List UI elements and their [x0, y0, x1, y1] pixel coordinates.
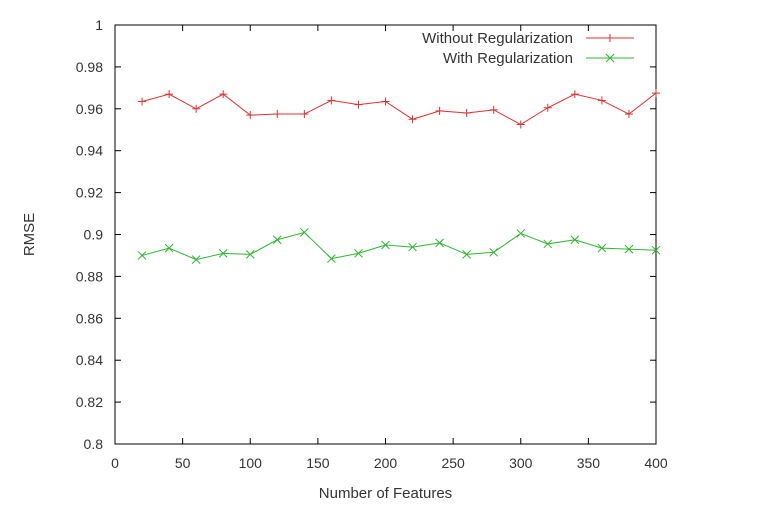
cross-marker-b	[354, 249, 363, 258]
cross-marker-b	[327, 254, 336, 263]
data-point	[191, 255, 201, 264]
cross-marker-b	[299, 228, 309, 237]
data-point	[435, 238, 444, 248]
series-line	[141, 92, 657, 126]
cross-marker-b	[218, 249, 228, 258]
legend: Without Regularization With Regularizatio…	[422, 30, 634, 67]
y-tick-label: 0.9	[84, 227, 104, 243]
data-point	[597, 243, 607, 253]
data-point	[273, 110, 282, 119]
y-tick-label: 0.96	[76, 101, 103, 117]
axes: 0 50 100 150 200 250 300 350 400 0.8 0.82 0.84 0.86 0…	[76, 17, 668, 471]
data-point	[354, 249, 363, 258]
y-tick-label: 0.84	[76, 352, 103, 368]
x-tick-label: 100	[239, 455, 263, 471]
cross-marker-b	[651, 245, 661, 255]
x-tick-label: 250	[441, 455, 465, 471]
y-tick-label: 0.86	[76, 310, 103, 326]
data-point	[219, 90, 228, 99]
cross-marker-b	[624, 244, 634, 254]
cross-marker-b	[516, 229, 526, 238]
legend-label: Without Regularization	[422, 30, 573, 47]
cross-marker-b	[272, 235, 282, 245]
cross-marker-b	[605, 53, 615, 63]
cross-marker-b	[543, 239, 553, 249]
legend-item: With Regularization	[443, 50, 634, 67]
cross-marker-b	[597, 243, 607, 253]
cross-marker-b	[489, 247, 499, 257]
cross-marker-b	[435, 238, 444, 248]
legend-label: With Regularization	[443, 50, 573, 67]
x-tick-label: 400	[644, 455, 668, 471]
y-tick-label: 0.88	[76, 268, 103, 284]
data-point	[570, 235, 580, 245]
y-tick-label: 0.98	[76, 59, 103, 75]
data-point	[354, 100, 363, 109]
data-point	[164, 243, 174, 253]
data-point	[597, 96, 606, 105]
x-tick-label: 150	[306, 455, 330, 471]
series-line	[141, 231, 657, 261]
data-point	[543, 239, 553, 249]
y-tick-label: 0.92	[76, 185, 103, 201]
data-point	[624, 110, 633, 119]
x-tick-label: 50	[175, 455, 191, 471]
data-point	[381, 240, 390, 250]
series-layer	[137, 89, 661, 264]
x-tick-label: 300	[509, 455, 533, 471]
data-point	[462, 250, 472, 259]
data-point	[516, 120, 525, 129]
y-tick-label: 1	[95, 17, 103, 33]
x-tick-label: 350	[577, 455, 601, 471]
series-without-regularization	[138, 89, 660, 129]
data-point	[652, 89, 660, 98]
y-axis-label: RMSE	[21, 213, 38, 256]
data-point	[489, 105, 498, 114]
cross-marker-b	[570, 235, 580, 245]
data-point	[327, 96, 336, 105]
data-point	[408, 115, 417, 124]
data-point	[516, 229, 526, 238]
cross-marker-b	[137, 251, 147, 260]
data-point	[381, 97, 390, 106]
data-point	[462, 108, 471, 117]
cross-marker-b	[164, 243, 174, 253]
data-point	[218, 249, 228, 258]
data-point	[300, 110, 309, 119]
data-point	[489, 247, 499, 257]
legend-item: Without Regularization	[422, 30, 634, 47]
data-point	[165, 90, 174, 99]
cross-marker-b	[245, 250, 255, 259]
data-point	[192, 104, 201, 113]
x-tick-label: 0	[111, 455, 119, 471]
x-tick-label: 200	[374, 455, 398, 471]
data-point	[246, 111, 255, 120]
data-point	[245, 250, 255, 259]
data-point	[137, 251, 147, 260]
y-tick-label: 0.82	[76, 394, 103, 410]
data-point	[624, 244, 634, 254]
y-tick-label: 0.8	[84, 436, 104, 452]
cross-marker-b	[381, 240, 390, 250]
data-point	[408, 242, 417, 252]
cross-marker-b	[408, 242, 417, 252]
cross-marker-b	[191, 255, 201, 264]
data-point	[543, 103, 552, 112]
series-with-regularization	[137, 228, 661, 264]
data-point	[651, 245, 661, 255]
plot-frame	[114, 24, 657, 445]
x-axis-label: Number of Features	[319, 485, 452, 502]
data-point	[435, 106, 444, 115]
data-point	[570, 90, 579, 99]
data-point	[272, 235, 282, 245]
data-point	[299, 228, 309, 237]
cross-marker-b	[462, 250, 472, 259]
data-point	[138, 97, 147, 106]
y-tick-label: 0.94	[76, 143, 103, 159]
data-point	[327, 254, 336, 263]
